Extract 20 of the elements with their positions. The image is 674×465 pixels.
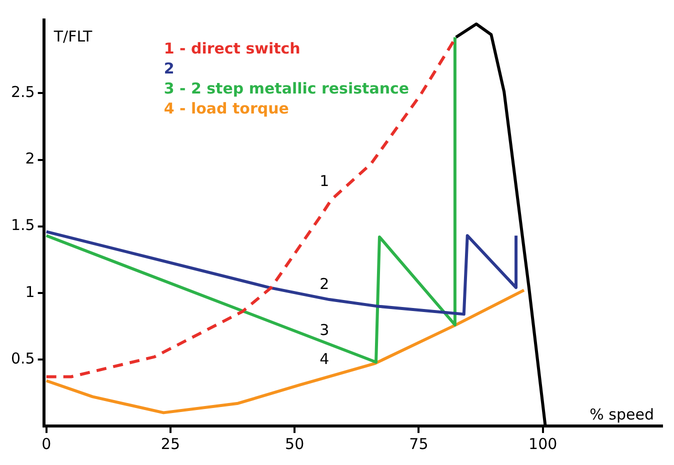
x-tick-label: 25 bbox=[160, 434, 180, 453]
annotation: 1 bbox=[320, 172, 330, 190]
x-tick-label: 100 bbox=[528, 434, 558, 453]
text: 4 - load torque bbox=[164, 99, 289, 118]
y-axis-title: T/FLT bbox=[52, 27, 93, 46]
x-tick-label: 0 bbox=[42, 434, 52, 453]
y-tick-label: 0.5 bbox=[10, 349, 35, 368]
annotation: 3 bbox=[320, 321, 330, 340]
y-tick-label: 2.5 bbox=[10, 83, 35, 102]
y-tick-label: 1 bbox=[25, 282, 35, 301]
x-tick-label: 50 bbox=[285, 434, 304, 453]
x-axis-title: % speed bbox=[590, 405, 654, 424]
text: 3 - 2 step metallic resistance bbox=[164, 79, 410, 98]
annotation: 4 bbox=[320, 350, 330, 368]
y-tick-label: 2 bbox=[25, 150, 35, 168]
annotation: 2 bbox=[164, 59, 174, 78]
x-tick-label: 75 bbox=[409, 434, 428, 453]
text: 1 - direct switch bbox=[164, 39, 300, 58]
y-tick-label: 1.5 bbox=[10, 216, 35, 234]
series-label: 2 bbox=[320, 275, 330, 294]
